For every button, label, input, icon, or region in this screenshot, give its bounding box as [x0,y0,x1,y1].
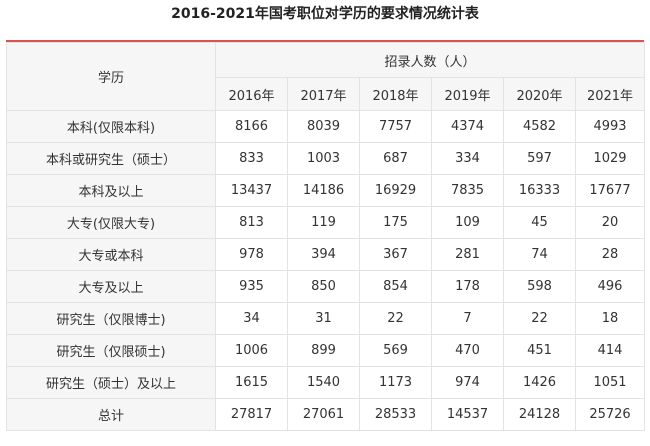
table-cell: 598 [503,270,576,303]
table-cell: 451 [503,334,576,367]
table-cell: 7835 [431,174,504,207]
year-header: 2018年 [359,77,432,111]
table-cell: 597 [503,142,576,175]
row-label: 大专或本科 [6,238,216,271]
row-label: 研究生（仅限硕士) [6,334,216,367]
table-cell: 34 [215,302,288,335]
table-cell: 31 [287,302,360,335]
row-label: 研究生（仅限博士) [6,302,216,335]
year-header: 2017年 [287,77,360,111]
row-label: 本科(仅限本科) [6,110,216,143]
table-cell: 178 [431,270,504,303]
table-cell: 8166 [215,110,288,143]
table-cell: 28533 [359,398,432,431]
table-cell: 978 [215,238,288,271]
table-body: 本科(仅限本科) 8166 8039 7757 4374 4582 4993 本… [6,110,646,431]
table-row: 本科及以上 13437 14186 16929 7835 16333 17677 [6,174,646,207]
table-cell: 1426 [503,366,576,399]
table-cell: 74 [503,238,576,271]
table-cell: 20 [574,206,646,239]
table-cell: 24128 [503,398,576,431]
table-cell: 1029 [574,142,646,175]
table-cell: 27061 [287,398,360,431]
table-cell: 16333 [503,174,576,207]
year-header: 2020年 [503,77,576,111]
table-row: 大专及以上 935 850 854 178 598 496 [6,270,646,303]
table-cell: 813 [215,206,288,239]
table-cell: 119 [287,206,360,239]
table-cell: 14186 [287,174,360,207]
row-header-education: 学历 [6,42,216,111]
year-header: 2016年 [215,77,288,111]
table-row: 本科(仅限本科) 8166 8039 7757 4374 4582 4993 [6,110,646,143]
row-label: 大专及以上 [6,270,216,303]
table-cell: 1540 [287,366,360,399]
table-cell: 1003 [287,142,360,175]
group-header-recruits: 招录人数（人） [214,42,646,78]
table-cell: 281 [431,238,504,271]
table-cell: 1173 [359,366,432,399]
table-cell: 45 [503,206,576,239]
table-cell: 22 [503,302,576,335]
page-title: 2016-2021年国考职位对学历的要求情况统计表 [171,6,479,22]
table-cell: 833 [215,142,288,175]
table-cell: 22 [359,302,432,335]
table-cell: 7757 [359,110,432,143]
table-cell: 935 [215,270,288,303]
table-cell: 14537 [431,398,504,431]
table-cell: 414 [574,334,646,367]
year-header: 2019年 [431,77,504,111]
table-cell: 1051 [574,366,646,399]
table-cell: 4993 [574,110,646,143]
table-cell: 367 [359,238,432,271]
table-cell: 7 [431,302,504,335]
row-label: 研究生（硕士）及以上 [6,366,216,399]
table-cell: 17677 [574,174,646,207]
table-cell: 1006 [215,334,288,367]
stats-table: 学历 招录人数（人） 2016年 2017年 2018年 2019年 2020年… [6,42,646,431]
table-cell: 175 [359,206,432,239]
table-cell: 18 [574,302,646,335]
table-cell: 1615 [215,366,288,399]
table-cell: 13437 [215,174,288,207]
table-cell: 470 [431,334,504,367]
row-label: 本科及以上 [6,174,216,207]
table-cell: 850 [287,270,360,303]
table-row: 大专或本科 978 394 367 281 74 28 [6,238,646,271]
table-cell: 334 [431,142,504,175]
table-cell: 899 [287,334,360,367]
table-cell: 27817 [215,398,288,431]
header-row-years: 2016年 2017年 2018年 2019年 2020年 2021年 [7,77,646,111]
row-label-total: 总计 [6,398,216,431]
header-row-group: 学历 招录人数（人） [6,42,646,111]
table-cell: 8039 [287,110,360,143]
table-row: 研究生（硕士）及以上 1615 1540 1173 974 1426 1051 [6,366,646,399]
table-row: 研究生（仅限硕士) 1006 899 569 470 451 414 [6,334,646,367]
table-cell: 496 [574,270,646,303]
year-header: 2021年 [574,77,646,111]
table-cell: 25726 [574,398,646,431]
table-cell: 4582 [503,110,576,143]
table-cell: 854 [359,270,432,303]
row-label: 大专(仅限大专) [6,206,216,239]
table-row: 研究生（仅限博士) 34 31 22 7 22 18 [6,302,646,335]
table-cell: 974 [431,366,504,399]
table-cell: 28 [574,238,646,271]
table-row-total: 总计 27817 27061 28533 14537 24128 25726 [6,398,646,431]
table-cell: 569 [359,334,432,367]
row-label: 本科或研究生（硕士） [6,142,216,175]
table-cell: 109 [431,206,504,239]
table-cell: 16929 [359,174,432,207]
stats-table-container: 学历 招录人数（人） 2016年 2017年 2018年 2019年 2020年… [6,40,646,431]
table-cell: 687 [359,142,432,175]
table-row: 本科或研究生（硕士） 833 1003 687 334 597 1029 [6,142,646,175]
table-cell: 394 [287,238,360,271]
table-cell: 4374 [431,110,504,143]
table-row: 大专(仅限大专) 813 119 175 109 45 20 [6,206,646,239]
table-header: 学历 招录人数（人） 2016年 2017年 2018年 2019年 2020年… [6,42,646,111]
